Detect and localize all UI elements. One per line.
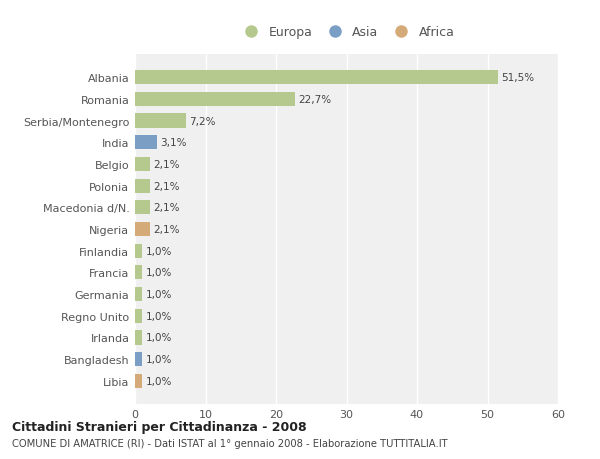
Text: 1,0%: 1,0% — [146, 246, 172, 256]
Text: 1,0%: 1,0% — [146, 354, 172, 364]
Bar — [135, 93, 295, 106]
Bar — [135, 136, 157, 150]
Text: 2,1%: 2,1% — [154, 203, 180, 213]
Text: 3,1%: 3,1% — [160, 138, 187, 148]
Legend: Europa, Asia, Africa: Europa, Asia, Africa — [239, 27, 455, 39]
Bar — [135, 287, 142, 302]
Bar — [135, 71, 498, 85]
Bar — [135, 114, 186, 129]
Text: 1,0%: 1,0% — [146, 333, 172, 343]
Bar — [135, 179, 150, 193]
Text: 1,0%: 1,0% — [146, 376, 172, 386]
Bar — [135, 353, 142, 366]
Bar — [135, 201, 150, 215]
Text: 2,1%: 2,1% — [154, 181, 180, 191]
Bar — [135, 223, 150, 236]
Text: COMUNE DI AMATRICE (RI) - Dati ISTAT al 1° gennaio 2008 - Elaborazione TUTTITALI: COMUNE DI AMATRICE (RI) - Dati ISTAT al … — [12, 438, 448, 448]
Text: 1,0%: 1,0% — [146, 268, 172, 278]
Text: Cittadini Stranieri per Cittadinanza - 2008: Cittadini Stranieri per Cittadinanza - 2… — [12, 420, 307, 433]
Bar — [135, 244, 142, 258]
Bar — [135, 157, 150, 172]
Text: 2,1%: 2,1% — [154, 160, 180, 169]
Bar — [135, 266, 142, 280]
Bar — [135, 374, 142, 388]
Text: 1,0%: 1,0% — [146, 311, 172, 321]
Text: 1,0%: 1,0% — [146, 290, 172, 299]
Text: 2,1%: 2,1% — [154, 224, 180, 235]
Bar — [135, 309, 142, 323]
Bar — [135, 330, 142, 345]
Text: 7,2%: 7,2% — [189, 116, 216, 126]
Text: 22,7%: 22,7% — [299, 95, 332, 105]
Text: 51,5%: 51,5% — [502, 73, 535, 83]
